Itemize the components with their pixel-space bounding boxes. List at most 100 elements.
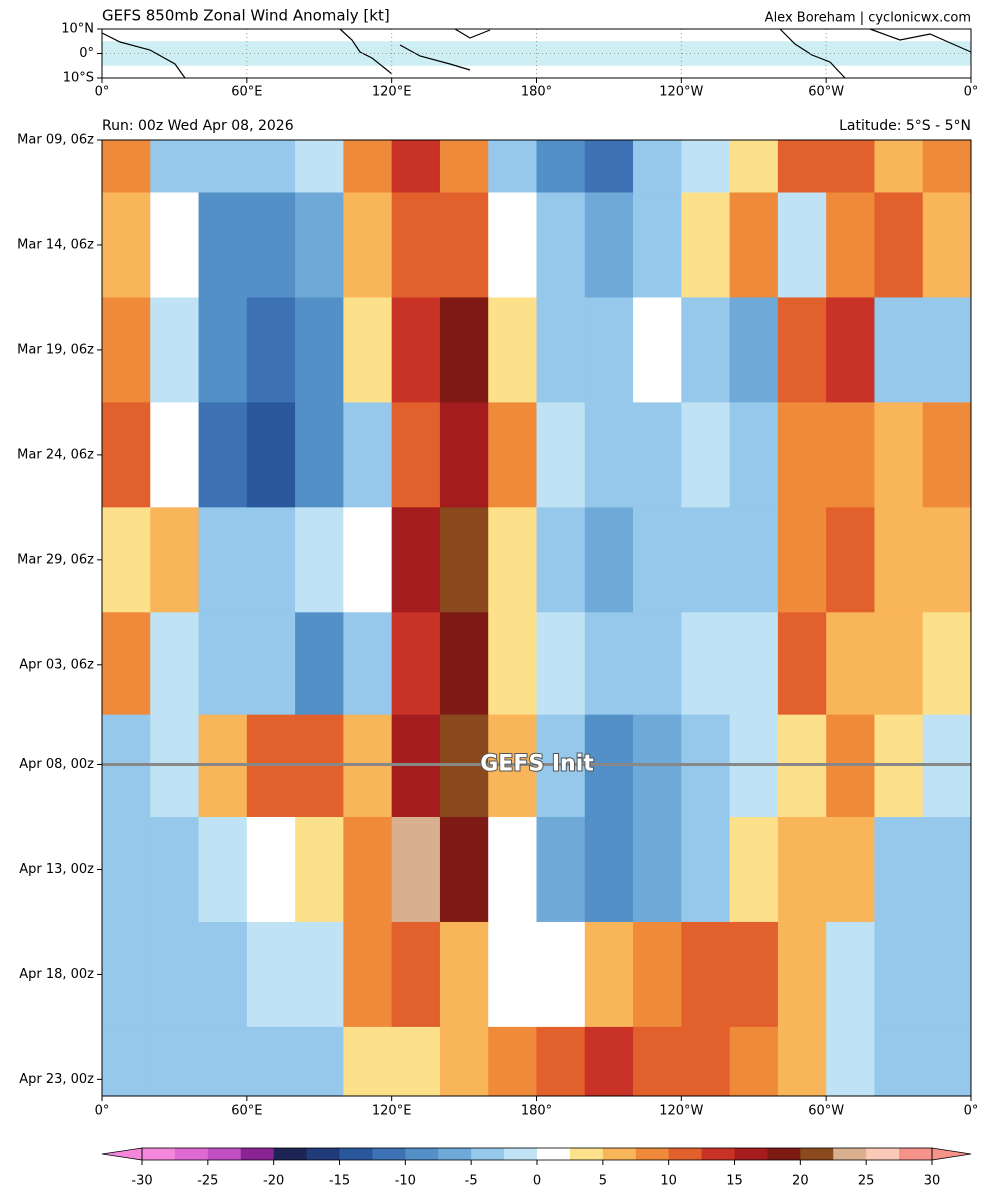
field-cell <box>874 1026 924 1096</box>
field-cell <box>826 921 875 1028</box>
field-cell <box>246 816 296 923</box>
field-cell <box>343 192 393 298</box>
y-tick-label: Apr 03, 06z <box>19 657 94 672</box>
field-cell <box>681 921 731 1028</box>
field-cell <box>584 297 634 403</box>
field-cell <box>488 612 537 716</box>
x-tick-label: 180° <box>521 85 552 100</box>
field-cell <box>922 612 971 716</box>
field-cell <box>391 297 441 403</box>
field-cell <box>633 612 682 716</box>
field-cell <box>391 714 441 818</box>
field-cell <box>391 816 441 923</box>
field-cell <box>488 714 537 818</box>
field-cell <box>391 140 441 193</box>
field-cell <box>584 140 634 193</box>
field-cell <box>633 816 682 923</box>
field-cell <box>102 192 151 298</box>
x-tick-label: 60°E <box>231 1104 262 1119</box>
credit: Alex Boreham | cyclonicwx.com <box>765 11 971 26</box>
field-cell <box>198 714 248 818</box>
field-cell <box>681 714 731 818</box>
colorbar-tick-label: 5 <box>599 1174 607 1189</box>
field-cell <box>633 921 682 1028</box>
field-cell <box>777 507 827 613</box>
field-cell <box>874 507 924 613</box>
x-tick-label: 120°E <box>372 1104 412 1119</box>
field-cell <box>922 402 971 508</box>
field-cell <box>246 402 296 508</box>
field-cell <box>488 140 537 193</box>
field-cell <box>633 297 682 403</box>
field-cell <box>536 714 586 818</box>
x-tick-label: 0° <box>95 1104 110 1119</box>
colorbar-swatch <box>504 1148 538 1160</box>
field-cell <box>150 507 200 613</box>
field-cell <box>439 612 489 716</box>
colorbar-tick-label: -10 <box>395 1174 416 1189</box>
field-cell <box>826 507 875 613</box>
field-cell <box>488 192 537 298</box>
field-cell <box>777 1026 827 1096</box>
field-cell <box>777 921 827 1028</box>
field-cell <box>343 612 393 716</box>
field-cell <box>150 714 200 818</box>
colorbar-swatch <box>569 1148 604 1160</box>
y-tick-label: Mar 24, 06z <box>17 447 94 462</box>
colorbar-swatch <box>899 1148 933 1160</box>
field-cell <box>777 192 827 298</box>
colorbar-tick-label: -20 <box>263 1174 284 1189</box>
field-cell <box>198 921 248 1028</box>
field-cell <box>102 297 151 403</box>
field-cell <box>488 297 537 403</box>
field-cell <box>102 507 151 613</box>
field-cell <box>295 714 344 818</box>
colorbar-extend <box>931 1147 972 1161</box>
x-tick-label: 60°W <box>808 85 844 100</box>
field-cell <box>246 1026 296 1096</box>
colorbar-swatch <box>471 1148 505 1160</box>
field-cell <box>874 714 924 818</box>
field-cell <box>488 816 537 923</box>
field-cell <box>729 402 779 508</box>
field-cell <box>633 192 682 298</box>
field-cell <box>343 714 393 818</box>
field-cell <box>488 507 537 613</box>
field-cell <box>922 140 971 193</box>
colorbar-tick-label: 0 <box>533 1174 541 1189</box>
x-tick-label: 180° <box>521 1104 552 1119</box>
field-cell <box>729 192 779 298</box>
field-cell <box>681 612 731 716</box>
x-tick-label: 60°W <box>808 1104 844 1119</box>
field-cell <box>150 1026 200 1096</box>
field-cell <box>633 140 682 193</box>
field-cell <box>729 612 779 716</box>
field-cell <box>826 1026 875 1096</box>
field-cell <box>729 1026 779 1096</box>
x-tick-label: 0° <box>964 85 979 100</box>
field-cell <box>246 921 296 1028</box>
frame <box>101 139 972 1097</box>
x-tick-label: 0° <box>95 85 110 100</box>
field-cell <box>391 921 441 1028</box>
field-cell <box>295 612 344 716</box>
field-cell <box>102 612 151 716</box>
x-tick-label: 120°W <box>659 1104 703 1119</box>
field-cell <box>777 402 827 508</box>
y-tick-label: Apr 08, 00z <box>19 757 94 772</box>
field-cell <box>150 612 200 716</box>
field-cell <box>536 1026 586 1096</box>
field-cell <box>198 192 248 298</box>
y-tick-label: 10°N <box>61 22 94 37</box>
field-cell <box>536 921 586 1028</box>
field-cell <box>826 140 875 193</box>
field-cell <box>246 140 296 193</box>
colorbar-swatch <box>339 1148 373 1160</box>
field-cell <box>874 402 924 508</box>
field-cell <box>246 297 296 403</box>
field-cell <box>922 297 971 403</box>
field-cell <box>536 507 586 613</box>
field-cell <box>777 714 827 818</box>
subtitle-left: Run: 00z Wed Apr 08, 2026 <box>102 118 294 134</box>
